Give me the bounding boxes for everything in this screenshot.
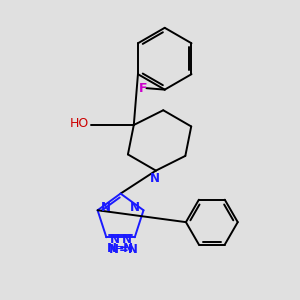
Text: N: N [122, 233, 131, 246]
Text: N: N [109, 243, 119, 256]
Text: N═N: N═N [107, 242, 134, 255]
Text: =N: =N [119, 243, 139, 256]
Text: HO: HO [70, 117, 89, 130]
Text: F: F [139, 82, 147, 95]
Text: N: N [101, 201, 111, 214]
Text: N: N [149, 172, 159, 185]
Text: N: N [110, 233, 120, 246]
Text: N: N [130, 201, 140, 214]
